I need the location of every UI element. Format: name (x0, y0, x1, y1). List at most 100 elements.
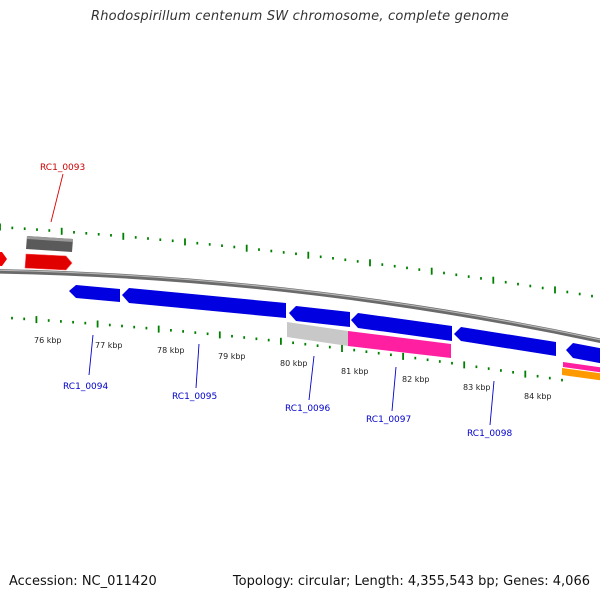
inner-minor-tick (11, 316, 13, 320)
accession-text: Accession: NC_011420 (9, 574, 157, 589)
outer-minor-tick (455, 273, 458, 277)
outer-major-tick (245, 244, 248, 252)
gene-rc1-0099-partial[interactable] (566, 343, 600, 364)
outer-minor-tick (159, 238, 162, 241)
gene-pink-partial[interactable] (563, 362, 600, 373)
outer-minor-tick (443, 271, 445, 275)
gene-rc1-0096[interactable] (289, 306, 350, 327)
leader-rc1-0095 (195, 343, 200, 389)
leader-rc1-0094 (88, 334, 94, 376)
scale-label-78: 78 kbp (157, 346, 185, 355)
inner-minor-tick (561, 378, 563, 382)
inner-major-tick (341, 345, 343, 352)
gene-light-gray-feature[interactable] (287, 322, 348, 346)
gene-rc1-0093-pseudo-highlight (27, 236, 73, 242)
label-rc1-0094[interactable]: RC1_0094 (63, 382, 108, 392)
outer-minor-tick (344, 258, 347, 262)
scale-label-76: 76 kbp (34, 336, 62, 345)
outer-minor-tick (356, 260, 359, 263)
outer-minor-tick (393, 264, 396, 268)
outer-minor-tick (73, 231, 75, 234)
outer-minor-tick (147, 237, 149, 240)
outer-minor-tick (36, 228, 38, 231)
outer-minor-tick (591, 294, 593, 298)
leader-rc1-0096 (308, 355, 315, 401)
outer-minor-tick (110, 234, 112, 237)
inner-minor-tick (72, 320, 74, 324)
label-rc1-0095[interactable]: RC1_0095 (172, 392, 217, 402)
scale-label-82: 82 kbp (402, 375, 430, 384)
gene-rc1-0097[interactable] (351, 313, 452, 341)
inner-minor-tick (23, 317, 26, 321)
outer-major-tick (554, 286, 556, 294)
inner-minor-tick (365, 350, 368, 353)
outer-minor-tick (467, 275, 470, 278)
outer-major-tick (492, 276, 495, 284)
outer-major-tick (430, 267, 433, 275)
leader-rc1-0097 (391, 366, 397, 412)
outer-minor-tick (23, 227, 26, 230)
outer-minor-tick (258, 248, 260, 251)
inner-minor-tick (182, 330, 184, 333)
label-rc1-0097[interactable]: RC1_0097 (366, 415, 411, 425)
outer-minor-tick (319, 255, 322, 259)
scale-label-79: 79 kbp (218, 352, 246, 361)
outer-minor-tick (48, 229, 51, 232)
outer-minor-tick (221, 244, 223, 247)
gene-pink-feature[interactable] (348, 331, 451, 358)
inner-minor-tick (426, 358, 429, 362)
inner-minor-tick (206, 332, 209, 336)
outer-minor-tick (418, 268, 421, 271)
inner-minor-tick (231, 334, 233, 338)
inner-major-tick (402, 352, 404, 360)
forward-genes (0, 236, 73, 271)
outer-minor-tick (332, 257, 334, 260)
outer-minor-tick (196, 241, 199, 245)
scale-label-80: 80 kbp (280, 359, 308, 368)
inner-minor-tick (500, 369, 502, 372)
inner-major-tick (157, 325, 160, 333)
inner-minor-tick (145, 326, 148, 330)
label-rc1-0093[interactable]: RC1_0093 (40, 163, 85, 173)
outer-major-tick (0, 223, 1, 231)
inner-minor-tick (267, 338, 270, 342)
outer-minor-tick (208, 243, 211, 246)
inner-minor-tick (194, 331, 197, 334)
inner-minor-tick (536, 374, 539, 378)
scale-label-77: 77 kbp (95, 341, 123, 350)
outer-minor-tick (517, 282, 519, 286)
inner-minor-tick (353, 348, 356, 352)
outer-minor-tick (381, 263, 384, 266)
gene-rc1-0095[interactable] (122, 288, 286, 318)
label-rc1-0096[interactable]: RC1_0096 (285, 404, 330, 414)
gene-rc1-0093[interactable] (24, 253, 73, 271)
inner-major-tick (218, 331, 221, 339)
inner-minor-tick (475, 365, 478, 369)
scale-labels: 76 kbp 77 kbp 78 kbp 79 kbp 80 kbp 81 kb… (34, 336, 552, 401)
inner-major-tick (280, 337, 282, 345)
inner-minor-tick (316, 344, 319, 347)
gene-labels: RC1_0093 RC1_0094 RC1_0095 RC1_0096 RC1_… (40, 163, 512, 439)
inner-major-tick (463, 361, 466, 369)
outer-major-tick (122, 232, 125, 240)
leader-rc1-0098 (489, 380, 495, 426)
gene-rc1-0098[interactable] (454, 327, 556, 356)
gene-rc1-0094[interactable] (69, 285, 120, 302)
scale-label-81: 81 kbp (341, 367, 369, 376)
label-rc1-0098[interactable]: RC1_0098 (467, 429, 512, 439)
inner-minor-tick (255, 337, 258, 341)
outer-minor-tick (295, 252, 297, 256)
outer-minor-tick (11, 226, 14, 230)
inner-minor-tick (84, 321, 87, 325)
inner-major-tick (35, 316, 38, 324)
inner-major-tick (524, 370, 527, 378)
inner-minor-tick (304, 342, 307, 346)
gene-forward-partial[interactable] (0, 252, 7, 266)
gene-orange-partial[interactable] (562, 368, 600, 381)
inner-minor-tick (243, 336, 246, 339)
outer-major-tick (60, 227, 63, 235)
map-title: Rhodospirillum centenum SW chromosome, c… (91, 9, 509, 24)
gene-leader-lines (50, 173, 495, 426)
inner-minor-tick (133, 325, 136, 329)
